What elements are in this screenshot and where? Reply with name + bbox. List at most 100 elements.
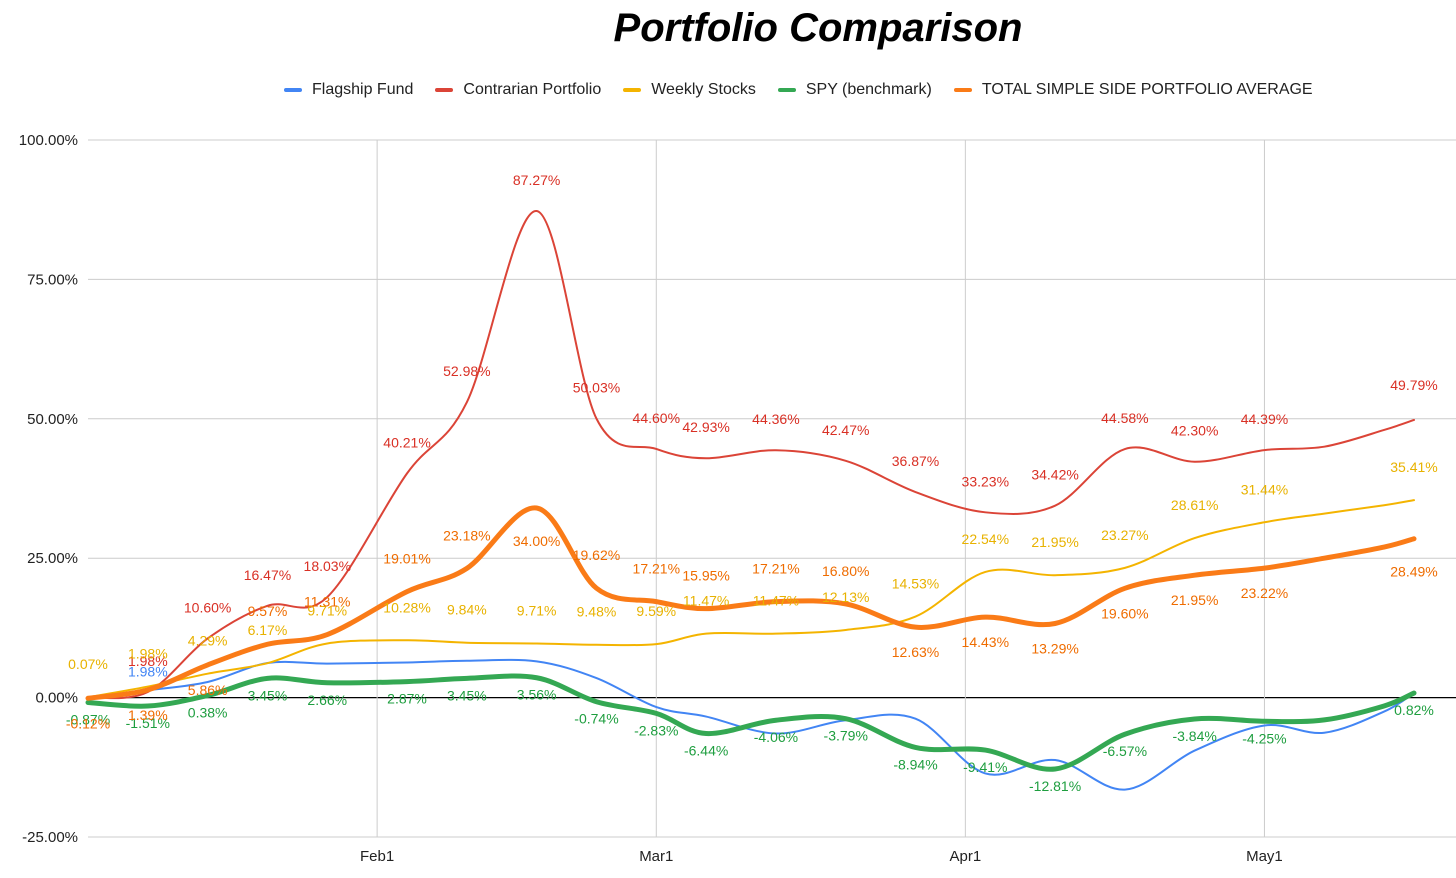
data-label: 17.21% [752, 561, 799, 577]
data-label: 14.43% [962, 634, 1009, 650]
x-tick-label: Apr1 [950, 848, 982, 865]
y-tick-label: -25.00% [22, 829, 78, 846]
data-label: -6.57% [1103, 743, 1147, 759]
data-label: -9.41% [963, 759, 1007, 775]
data-label: 34.42% [1031, 467, 1078, 483]
legend-label: Flagship Fund [312, 81, 414, 98]
series-line-spy-benchmark- [85, 673, 1417, 772]
data-label: 5.86% [188, 682, 228, 698]
data-label: 28.49% [1390, 564, 1437, 580]
data-label: 16.47% [244, 567, 291, 583]
data-label: 6.17% [248, 622, 288, 638]
data-label: 36.87% [892, 453, 939, 469]
data-label: 42.30% [1171, 423, 1218, 439]
legend-label: Weekly Stocks [651, 81, 756, 98]
data-label: 2.66% [307, 692, 347, 708]
data-label: 44.60% [633, 410, 680, 426]
data-label: 33.23% [962, 473, 1009, 489]
y-tick-label: 75.00% [27, 271, 78, 288]
data-label: 19.60% [1101, 605, 1148, 621]
y-tick-label: 25.00% [27, 550, 78, 567]
legend-label: Contrarian Portfolio [463, 81, 602, 98]
data-label: 3.45% [447, 687, 487, 703]
legend-item[interactable]: Contrarian Portfolio [435, 81, 601, 99]
grid-layer: 100.00% 75.00% 50.00% 25.00% 0.00% -25.00% Feb… [19, 132, 1456, 865]
label-layer: 1.98%1.98% 10.60% 16.47% 18.03% 40.21% 52.98%… [66, 172, 1438, 794]
data-label: 23.27% [1101, 527, 1148, 543]
data-label: 1.98% [128, 663, 168, 679]
data-label: -4.25% [1242, 730, 1286, 746]
data-label: 0.07% [68, 656, 108, 672]
data-label: 22.54% [962, 531, 1009, 547]
data-label: -3.79% [824, 728, 868, 744]
data-label: 9.71% [307, 602, 347, 618]
data-label: 3.56% [517, 687, 557, 703]
data-label: 11.47% [683, 593, 729, 609]
data-label: 23.22% [1241, 585, 1288, 601]
legend-label: TOTAL SIMPLE SIDE PORTFOLIO AVERAGE [981, 81, 1313, 98]
data-label: 44.36% [752, 411, 799, 427]
data-label: 9.48% [577, 604, 617, 620]
data-label: 9.71% [517, 602, 557, 618]
data-label: 44.39% [1241, 411, 1288, 427]
series-line-flagship-fund [87, 658, 1415, 791]
series-line-weekly-stocks [87, 499, 1415, 699]
data-label: 44.58% [1101, 410, 1148, 426]
data-label: 21.95% [1171, 592, 1218, 608]
data-label: 28.61% [1171, 497, 1218, 513]
x-tick-label: Mar1 [639, 848, 673, 865]
data-label: 19.01% [383, 551, 430, 567]
data-label: -3.84% [1172, 728, 1216, 744]
y-tick-label: 50.00% [27, 411, 78, 428]
data-label: 12.13% [822, 589, 869, 605]
chart-title: Portfolio Comparison [613, 6, 1023, 50]
data-label: 1.98% [128, 653, 168, 669]
data-label: -1.51% [126, 715, 170, 731]
data-label: 9.57% [248, 603, 288, 619]
legend-item[interactable]: Weekly Stocks [623, 81, 756, 99]
data-label: 12.63% [892, 644, 939, 660]
data-label: 9.84% [447, 602, 487, 618]
data-label: 34.00% [513, 533, 560, 549]
legend-item[interactable]: SPY (benchmark) [777, 81, 932, 99]
legend-item[interactable]: TOTAL SIMPLE SIDE PORTFOLIO AVERAGE [953, 81, 1313, 99]
data-label: 13.29% [1031, 640, 1078, 656]
data-label: -12.81% [1029, 778, 1081, 794]
series-line-total-simple-side-portfolio-average [85, 505, 1417, 701]
data-label: 50.03% [573, 380, 620, 396]
data-label: 4.29% [188, 633, 228, 649]
legend-swatch [953, 88, 972, 92]
legend-swatch [623, 88, 642, 92]
data-label: -0.12% [66, 715, 110, 731]
data-label: -0.87% [66, 711, 110, 727]
data-label: 11.47% [753, 593, 799, 609]
x-tick-label: May1 [1246, 848, 1283, 865]
data-label: 21.95% [1031, 534, 1078, 550]
data-label: 52.98% [443, 363, 490, 379]
data-label: 3.45% [248, 687, 288, 703]
y-tick-label: 0.00% [35, 690, 78, 707]
data-label: -6.44% [684, 743, 728, 759]
data-label: 10.60% [184, 599, 231, 615]
data-label: -2.83% [634, 722, 678, 738]
data-label: 15.95% [682, 568, 729, 584]
data-label: 87.27% [513, 172, 560, 188]
legend-swatch [284, 88, 302, 92]
legend-item[interactable]: Flagship Fund [284, 81, 413, 99]
legend-swatch [435, 88, 454, 92]
y-tick-label: 100.00% [19, 132, 78, 149]
data-label: 16.80% [822, 563, 869, 579]
data-label: 10.28% [383, 599, 430, 615]
data-label: 1.98% [128, 646, 168, 662]
data-label: 0.82% [1394, 702, 1434, 718]
data-label: 19.62% [573, 547, 620, 563]
data-label: 42.47% [822, 422, 869, 438]
data-label: 11.31% [304, 594, 350, 610]
data-label: 35.41% [1390, 459, 1437, 475]
legend-label: SPY (benchmark) [805, 81, 932, 98]
line-layer [85, 209, 1417, 791]
data-label: 31.44% [1241, 481, 1288, 497]
data-label: 2.87% [387, 691, 427, 707]
